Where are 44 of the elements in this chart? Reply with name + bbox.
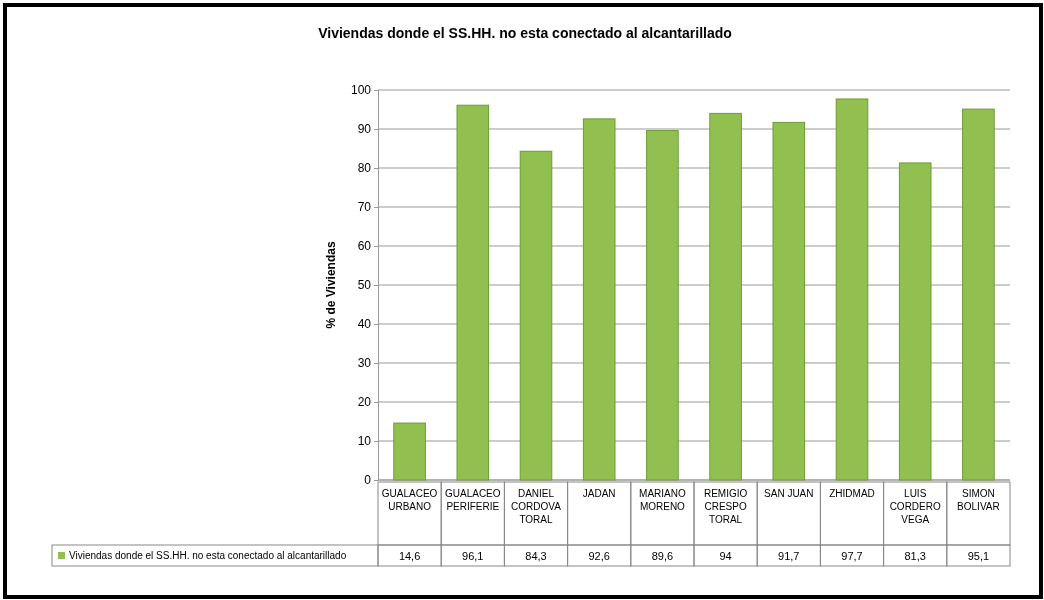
x-tick-label: MARIANO MORENO: [639, 488, 686, 512]
x-tick-label: DANIEL CORDOVA TORAL: [511, 488, 562, 525]
x-tick-label: JADAN: [582, 488, 616, 499]
y-tick-label: 80: [357, 161, 372, 176]
bar: [709, 112, 742, 481]
bar: [393, 422, 426, 481]
y-tick-label: 50: [357, 278, 372, 293]
data-label: 81,3: [904, 550, 926, 562]
y-tick-label: 0: [364, 473, 372, 488]
data-label: 96,1: [462, 550, 484, 562]
y-axis-title: % de Viviendas: [324, 241, 338, 329]
chart-title: Viviendas donde el SS.HH. no esta conectado al alcantarillado: [318, 25, 732, 41]
x-tick-label: SAN JUAN: [764, 488, 814, 499]
y-tick-label: 10: [357, 434, 372, 449]
x-tick-label: REMIGIO CRESPO TORAL: [703, 488, 748, 525]
data-label: 97,7: [841, 550, 863, 562]
y-tick-label: 70: [357, 200, 372, 215]
bar: [582, 118, 616, 481]
x-tick-label: SIMON BOLIVAR: [957, 488, 1000, 512]
bar: [519, 150, 553, 481]
data-label: 91,7: [778, 550, 800, 562]
data-label: 89,6: [651, 550, 674, 562]
bar: [962, 108, 995, 481]
y-tick-label: 90: [357, 122, 372, 137]
x-tick-label: ZHIDMAD: [829, 488, 875, 499]
x-tick-label: GUALACEO PERIFERIE: [445, 488, 501, 512]
legend-label: Viviendas donde el SS.HH. no esta conectado al alcantarillado: [69, 550, 347, 561]
bar: [835, 98, 869, 481]
y-tick-label: 100: [350, 83, 372, 98]
x-tick-label: GUALACEO URBANO: [381, 488, 438, 512]
bar: [898, 162, 932, 481]
data-label: 92,6: [588, 550, 610, 562]
y-tick-label: 40: [357, 317, 372, 332]
data-label: 84,3: [525, 550, 547, 562]
y-tick-label: 60: [357, 239, 372, 254]
data-label: 14,6: [398, 550, 421, 562]
bar: [772, 121, 806, 481]
data-label: 95,1: [967, 550, 990, 562]
y-tick-label: 30: [357, 356, 372, 371]
x-tick-label: LUIS CORDERO VEGA: [889, 488, 941, 525]
bar: [456, 104, 490, 481]
y-tick-label: 20: [357, 395, 372, 410]
data-label: 94: [719, 550, 732, 562]
bar: [646, 130, 679, 481]
